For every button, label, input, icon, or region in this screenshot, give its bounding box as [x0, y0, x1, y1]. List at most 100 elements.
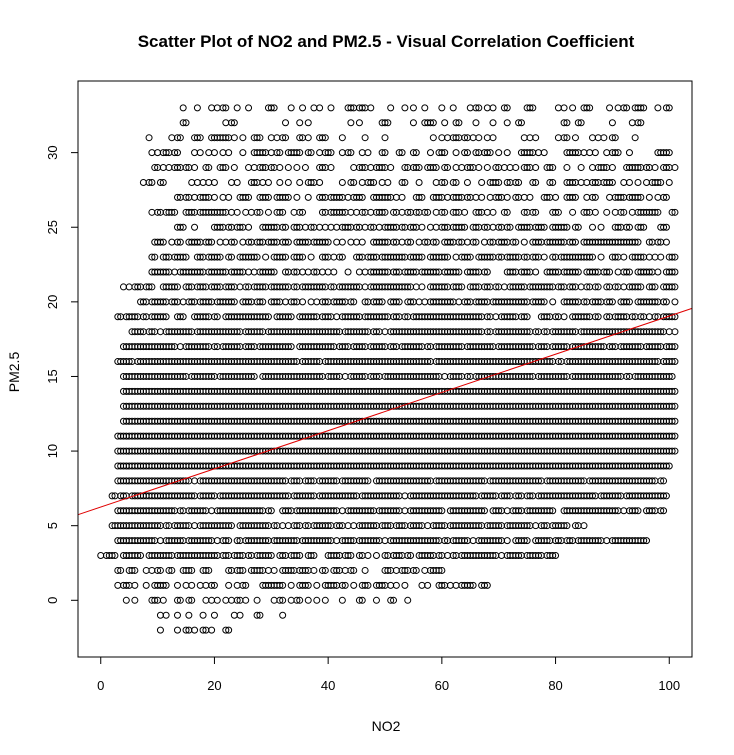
data-point: [438, 208, 446, 216]
data-point: [557, 238, 565, 246]
x-tick-label: 100: [658, 678, 680, 693]
x-tick-label: 20: [207, 678, 221, 693]
data-point: [219, 193, 227, 201]
data-point: [199, 178, 207, 186]
data-point: [222, 238, 230, 246]
data-point: [549, 507, 557, 515]
data-point: [455, 372, 463, 380]
data-point: [279, 581, 287, 589]
data-point: [293, 164, 301, 172]
data-point: [148, 566, 156, 574]
data-point: [347, 566, 355, 574]
data-point: [560, 223, 568, 231]
data-point: [148, 537, 156, 545]
data-point: [463, 298, 471, 306]
data-point: [162, 313, 170, 321]
data-point: [233, 328, 241, 336]
data-point: [299, 253, 307, 261]
data-point: [444, 253, 452, 261]
data-point: [449, 178, 457, 186]
data-point: [381, 328, 389, 336]
data-point: [469, 238, 477, 246]
data-point: [409, 119, 417, 127]
data-point: [480, 298, 488, 306]
data-point: [372, 328, 380, 336]
data-point: [589, 193, 597, 201]
data-point: [301, 238, 309, 246]
data-point: [176, 537, 184, 545]
data-point: [262, 313, 270, 321]
data-point: [225, 522, 233, 530]
data-point: [188, 581, 196, 589]
data-point: [250, 268, 258, 276]
data-point: [577, 178, 585, 186]
data-point: [455, 343, 463, 351]
data-point: [173, 283, 181, 291]
data-point: [151, 164, 159, 172]
data-point: [247, 372, 255, 380]
data-point: [282, 492, 290, 500]
data-point: [225, 626, 233, 634]
data-point: [546, 178, 554, 186]
data-point: [176, 507, 184, 515]
data-point: [395, 149, 403, 157]
data-point: [480, 223, 488, 231]
data-point: [384, 178, 392, 186]
data-point: [654, 104, 662, 112]
data-point: [361, 268, 369, 276]
data-point: [668, 343, 676, 351]
data-point: [145, 283, 153, 291]
data-point: [435, 507, 443, 515]
data-point: [634, 119, 642, 127]
data-point: [426, 119, 434, 127]
data-point: [532, 134, 540, 142]
data-point: [475, 313, 483, 321]
data-point: [361, 328, 369, 336]
data-point: [193, 134, 201, 142]
data-point: [577, 477, 585, 485]
data-point: [222, 104, 230, 112]
data-point: [421, 208, 429, 216]
data-point: [208, 507, 216, 515]
data-point: [409, 268, 417, 276]
data-point: [358, 149, 366, 157]
data-point: [156, 238, 164, 246]
data-point: [432, 178, 440, 186]
data-point: [449, 104, 457, 112]
data-point: [304, 268, 312, 276]
data-point: [483, 208, 491, 216]
data-point: [549, 178, 557, 186]
data-point: [503, 208, 511, 216]
data-point: [415, 253, 423, 261]
data-point: [441, 149, 449, 157]
data-point: [606, 178, 614, 186]
data-point: [282, 193, 290, 201]
data-point: [387, 581, 395, 589]
y-tick-label: 15: [45, 369, 60, 383]
data-point: [159, 298, 167, 306]
data-point: [671, 298, 679, 306]
data-point: [307, 298, 315, 306]
data-point: [651, 358, 659, 366]
data-point: [608, 164, 616, 172]
data-point: [472, 104, 480, 112]
data-point: [409, 223, 417, 231]
data-point: [165, 552, 173, 560]
data-point: [392, 581, 400, 589]
data-point: [230, 611, 238, 619]
data-point: [665, 372, 673, 380]
data-point: [228, 522, 235, 530]
data-point: [651, 313, 659, 321]
data-point: [586, 149, 594, 157]
data-point: [208, 104, 216, 112]
data-point: [256, 507, 264, 515]
data-point: [623, 298, 631, 306]
data-point: [486, 238, 494, 246]
data-point: [483, 328, 491, 336]
data-point: [554, 208, 562, 216]
data-point: [569, 104, 577, 112]
data-point: [202, 193, 210, 201]
data-point: [324, 238, 332, 246]
data-point: [353, 223, 361, 231]
data-point: [387, 104, 395, 112]
